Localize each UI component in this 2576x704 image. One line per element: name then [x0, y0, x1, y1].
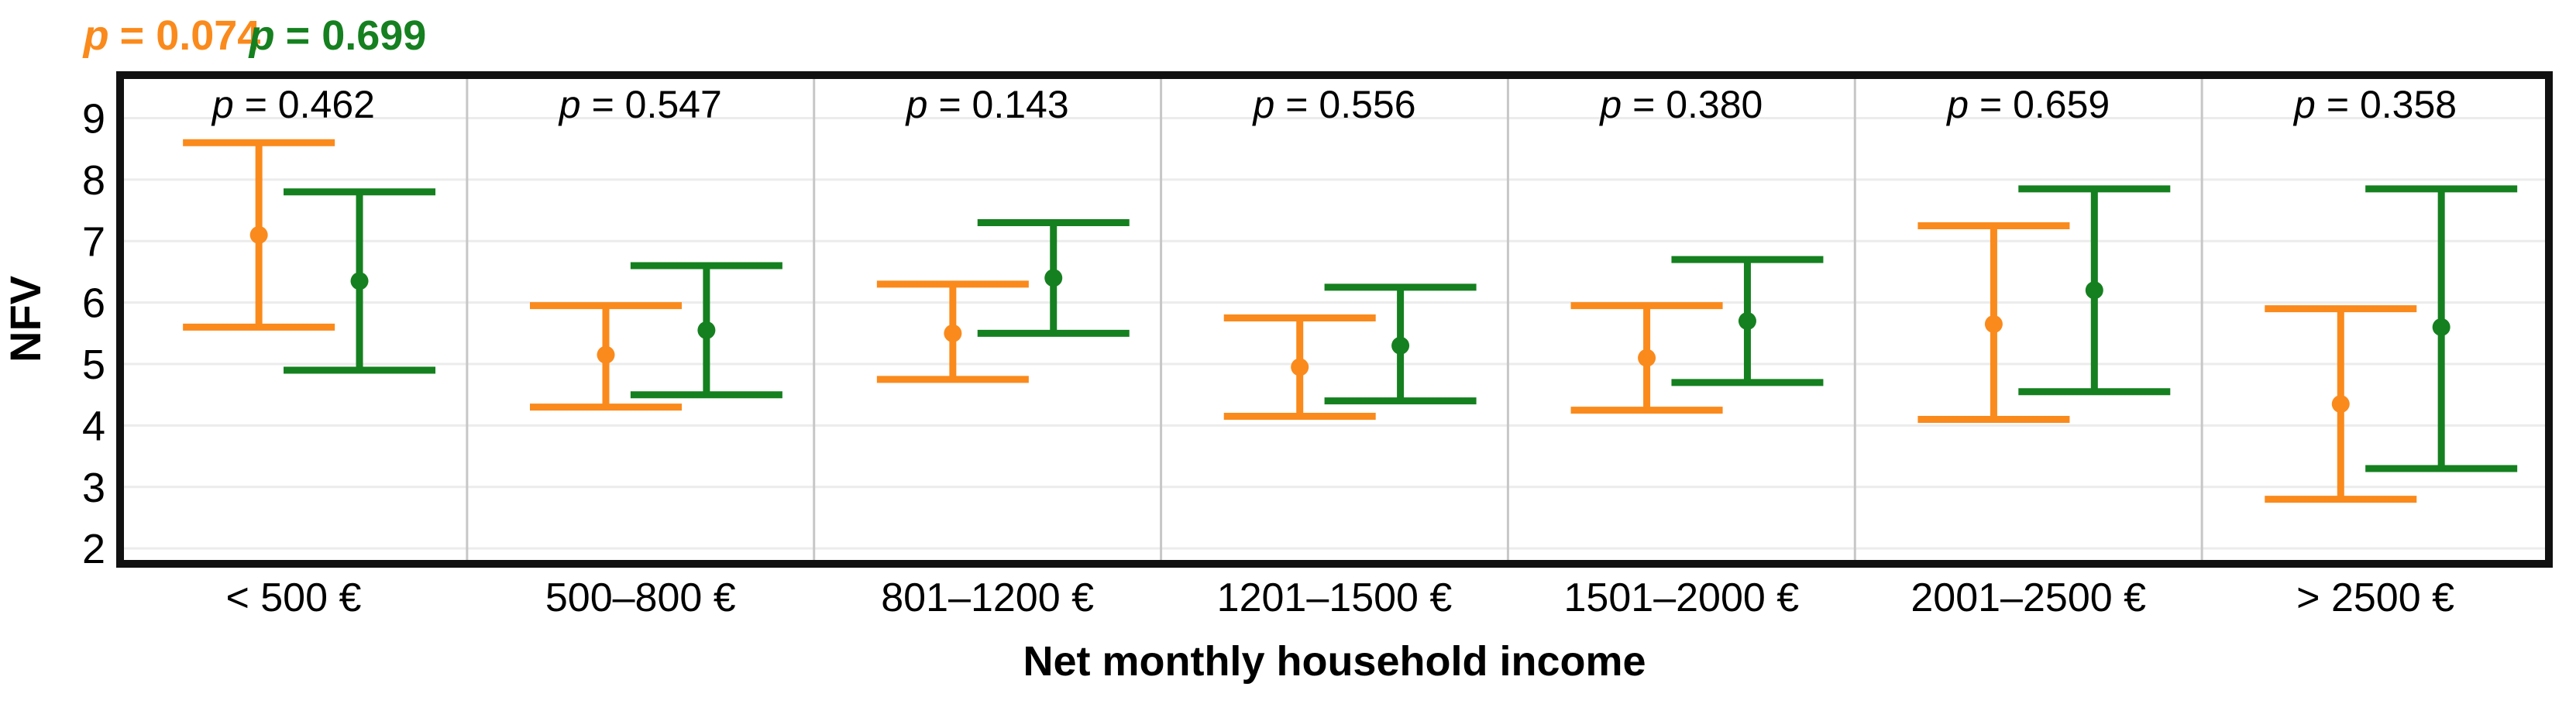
global-p-orange: p = 0.074 — [82, 12, 261, 59]
green-errorbar — [2018, 185, 2171, 396]
plot-border — [116, 71, 2553, 568]
x-category-label: 500–800 € — [545, 575, 736, 620]
orange-errorbar — [1223, 314, 1376, 421]
mean-dot — [2432, 318, 2450, 336]
y-tick-label: 3 — [82, 465, 105, 511]
green-errorbar — [2365, 185, 2518, 472]
green-errorbar — [977, 218, 1130, 337]
global-p-green: p = 0.699 — [248, 12, 427, 59]
orange-errorbar — [1917, 222, 2070, 423]
green-errorbar — [1324, 283, 1477, 405]
orange-errorbar — [530, 302, 682, 411]
panel-p-value: p = 0.659 — [1945, 83, 2110, 126]
y-tick-label: 7 — [82, 218, 105, 265]
x-axis-title: Net monthly household income — [1023, 638, 1646, 685]
y-tick-label: 2 — [82, 526, 105, 572]
x-category-label: 801–1200 € — [881, 575, 1094, 620]
y-axis-title: NFV — [1, 276, 50, 362]
mean-dot — [350, 272, 369, 290]
y-tick-label: 5 — [82, 342, 105, 388]
mean-dot — [1291, 358, 1309, 376]
mean-dot — [1044, 269, 1063, 287]
x-category-label: 2001–2500 € — [1911, 575, 2146, 620]
panel-p-value: p = 0.547 — [558, 83, 722, 126]
panel-p-value: p = 0.358 — [2292, 83, 2457, 126]
panel-p-value: p = 0.556 — [1251, 83, 1415, 126]
y-tick-label: 6 — [82, 280, 105, 327]
y-tick-label: 4 — [82, 403, 105, 449]
orange-errorbar — [183, 139, 335, 331]
x-category-label: 1201–1500 € — [1217, 575, 1453, 620]
orange-errorbar — [2265, 305, 2417, 503]
y-tick-label: 8 — [82, 157, 105, 204]
green-errorbar — [284, 188, 436, 374]
orange-errorbar — [1570, 302, 1723, 414]
mean-dot — [1638, 349, 1656, 367]
mean-dot — [249, 225, 268, 244]
mean-dot — [2085, 281, 2103, 300]
green-errorbar — [630, 262, 782, 399]
x-category-label: 1501–2000 € — [1564, 575, 1800, 620]
mean-dot — [1984, 314, 2003, 333]
mean-dot — [1738, 311, 1756, 330]
y-tick-label: 9 — [82, 96, 105, 143]
panel-p-value: p = 0.143 — [905, 83, 1069, 126]
orange-errorbar — [876, 280, 1029, 383]
mean-dot — [944, 324, 962, 342]
panel-p-value: p = 0.380 — [1598, 83, 1763, 126]
x-category-label: < 500 € — [225, 575, 361, 620]
panel-p-value: p = 0.462 — [211, 83, 375, 126]
mean-dot — [1391, 336, 1410, 355]
mean-dot — [697, 321, 716, 339]
mean-dot — [2331, 395, 2350, 414]
mean-dot — [597, 345, 615, 364]
green-errorbar — [1671, 256, 1824, 386]
x-category-label: > 2500 € — [2296, 575, 2454, 620]
